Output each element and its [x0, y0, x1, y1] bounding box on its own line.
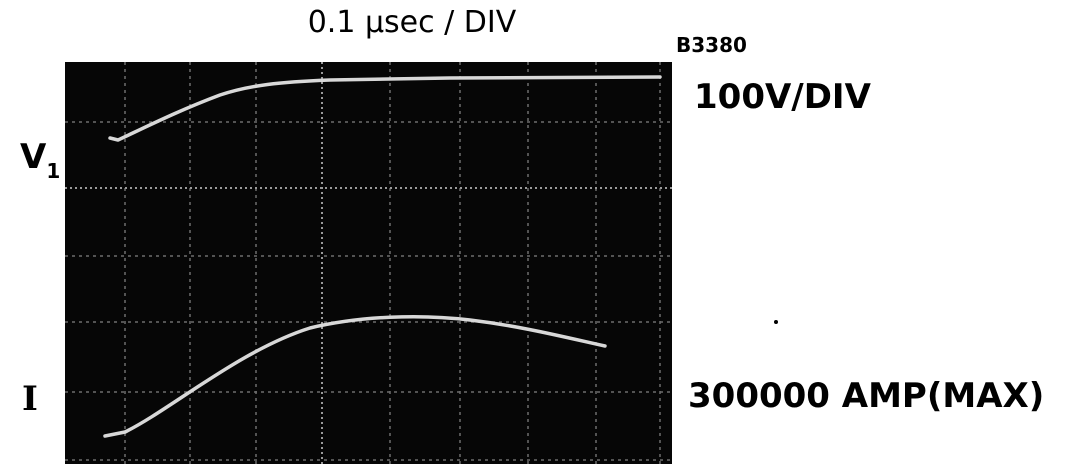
trace-subscript: 1 [46, 159, 60, 183]
voltage-scale: 100V/DIV [694, 77, 872, 117]
oscilloscope-figure: 0.1 µsec / DIV B3380 V1 I 100V/DIV 30000… [0, 0, 1070, 464]
current-scale: 300000 AMP(MAX) [688, 376, 1044, 416]
trace-label: I [22, 379, 38, 419]
time-scale: 0.1 µsec / DIV [308, 5, 517, 40]
figure-id: B3380 [676, 33, 747, 57]
trace-symbol: V [20, 137, 47, 177]
trace-label: V1 [20, 137, 60, 183]
speck [774, 320, 778, 324]
scope-screen [65, 62, 672, 464]
